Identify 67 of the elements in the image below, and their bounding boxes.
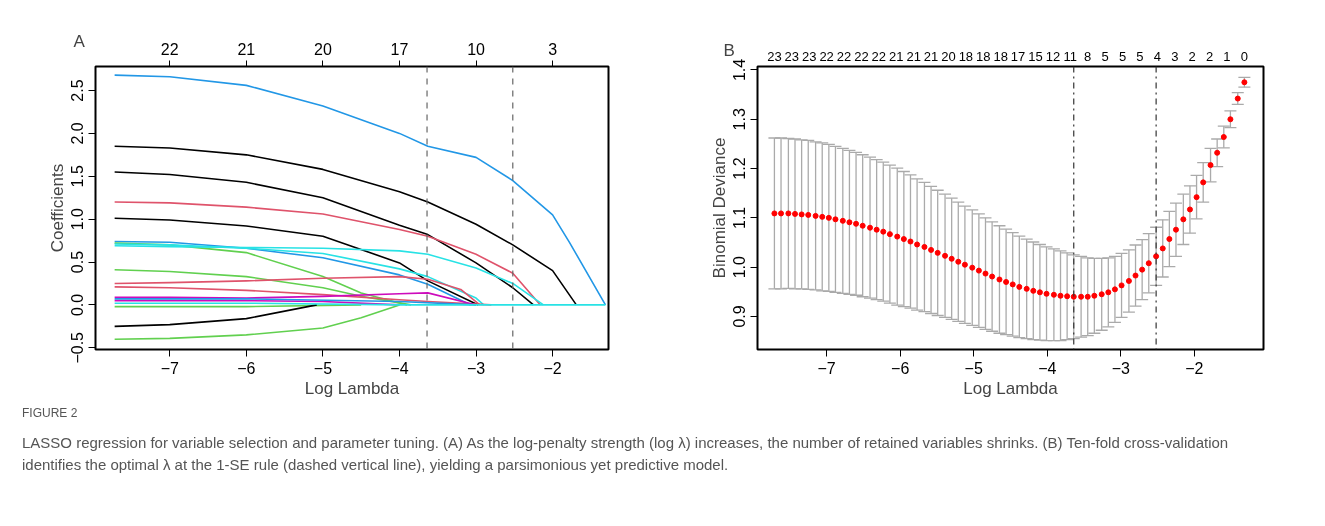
text: 23 <box>784 48 800 64</box>
text: 22 <box>871 48 887 64</box>
text: 5 <box>1136 48 1144 64</box>
y-tick-label: 1.0 <box>731 255 749 279</box>
text: 21 <box>923 48 939 64</box>
y-tick-label: 0.0 <box>69 293 87 317</box>
text: 23 <box>767 48 782 64</box>
text: 4 <box>1153 48 1161 64</box>
text: LASSO regression for variable selection and parameter tuning. (A) As the log-penalty strength (log λ) increases, the number of retained variables shrinks. (B) Ten-fold cross-validation identifies the optimal λ at the 1-SE rule (dashed vertical line), yielding a parsimonious yet predictive model. <box>22 433 1230 476</box>
text: 2 <box>1188 48 1196 64</box>
text: 11 <box>1063 48 1078 64</box>
text: 23 <box>802 48 817 64</box>
y-tick-label: 2.5 <box>69 79 87 102</box>
annotation: 20 <box>314 40 332 58</box>
y-tick-label: −0.5 <box>69 331 87 364</box>
x-tick-label: −2 <box>543 359 562 377</box>
annotation: 17 <box>390 40 409 58</box>
y-tick-label: 1.2 <box>731 157 749 180</box>
text: 8 <box>1084 48 1092 64</box>
text: 20 <box>941 48 956 64</box>
text: 18 <box>976 48 991 64</box>
x-tick-label: −4 <box>1038 359 1057 377</box>
x-axis-title: Log Lambda <box>963 378 1059 398</box>
y-tick-label: 1.4 <box>731 58 749 82</box>
y-tick-label: 1.3 <box>731 108 749 131</box>
annotation: 10 <box>467 40 486 58</box>
text: 2 <box>1205 48 1214 64</box>
x-tick-label: −7 <box>817 359 836 377</box>
y-tick-label: 0.5 <box>69 250 87 274</box>
chart-title: B <box>723 40 735 60</box>
x-tick-label: −7 <box>160 359 179 377</box>
text: 12 <box>1045 48 1061 64</box>
text: 15 <box>1028 48 1043 64</box>
annotation: 22 <box>160 40 179 58</box>
text: 18 <box>958 48 974 64</box>
text: 0 <box>1240 48 1248 64</box>
text: 17 <box>1010 48 1026 64</box>
text: 22 <box>836 48 852 64</box>
text: 21 <box>889 48 904 64</box>
x-tick-label: −3 <box>1111 359 1131 377</box>
y-tick-label: 1.5 <box>69 165 87 188</box>
chart-title: A <box>73 31 86 51</box>
x-tick-label: −5 <box>313 359 333 377</box>
x-tick-label: −6 <box>891 359 910 377</box>
y-axis-title: Coefficients <box>47 163 67 253</box>
y-tick-label: 2.0 <box>69 122 87 145</box>
text: 18 <box>993 48 1008 64</box>
x-axis-title: Log Lambda <box>304 378 400 398</box>
x-tick-label: −2 <box>1185 359 1204 377</box>
x-tick-label: −4 <box>390 359 409 377</box>
y-axis-title: Binomial Deviance <box>709 137 729 279</box>
y-tick-label: 1.1 <box>731 206 749 229</box>
y-tick-label: 0.9 <box>731 305 749 328</box>
x-tick-label: −5 <box>964 359 983 377</box>
text: 21 <box>906 48 921 64</box>
text: 1 <box>1223 48 1231 64</box>
x-tick-label: −6 <box>237 359 256 377</box>
annotation: 3 <box>548 40 558 58</box>
text: 5 <box>1118 48 1127 64</box>
annotation: 21 <box>237 40 256 58</box>
text: 22 <box>819 48 834 64</box>
text: 22 <box>854 48 869 64</box>
text: 3 <box>1171 48 1179 64</box>
caption: FIGURE 2 <box>22 405 78 422</box>
text: 5 <box>1101 48 1109 64</box>
y-tick-label: 1.0 <box>69 207 87 231</box>
x-tick-label: −3 <box>466 359 486 377</box>
